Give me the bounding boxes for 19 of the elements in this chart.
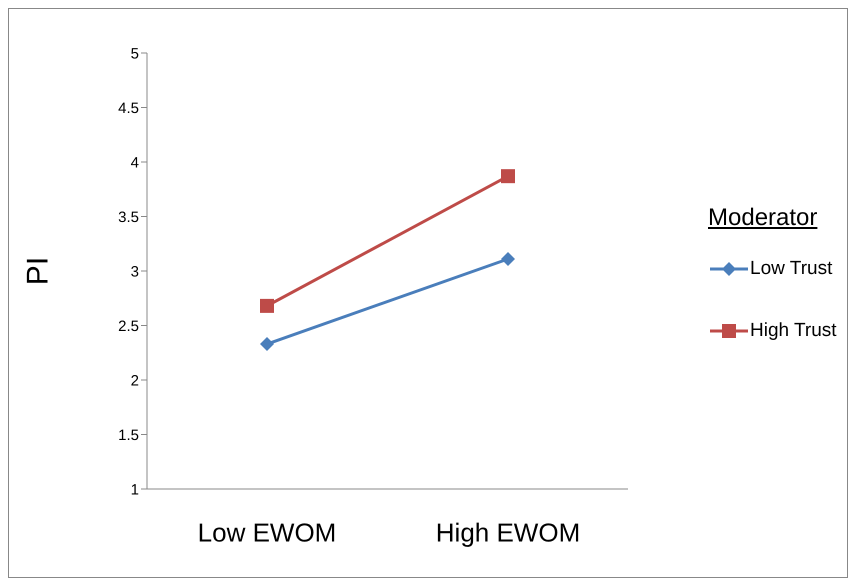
y-tick-label: 5: [130, 45, 139, 62]
legend-label: High Trust: [750, 320, 837, 342]
y-axis-title: PI: [22, 256, 55, 286]
y-tick-label: 3: [130, 263, 139, 280]
y-tick-label: 3.5: [118, 208, 139, 226]
y-tick-label: 2.5: [118, 318, 139, 335]
y-tick-label: 2: [130, 372, 139, 390]
point: [501, 169, 515, 184]
point: [260, 337, 274, 352]
x-tick-label: Low EWOM: [198, 517, 336, 548]
point: [260, 298, 274, 313]
y-tick-label: 1.5: [118, 426, 139, 444]
legend-label: Low Trust: [750, 258, 832, 280]
y-tick-label: 1: [130, 481, 139, 498]
point: [501, 252, 515, 266]
legend-title: Moderator: [708, 204, 818, 232]
y-tick-label: 4.5: [118, 100, 139, 117]
x-tick-label: High EWOM: [436, 517, 580, 548]
y-tick-label: 4: [130, 154, 139, 172]
